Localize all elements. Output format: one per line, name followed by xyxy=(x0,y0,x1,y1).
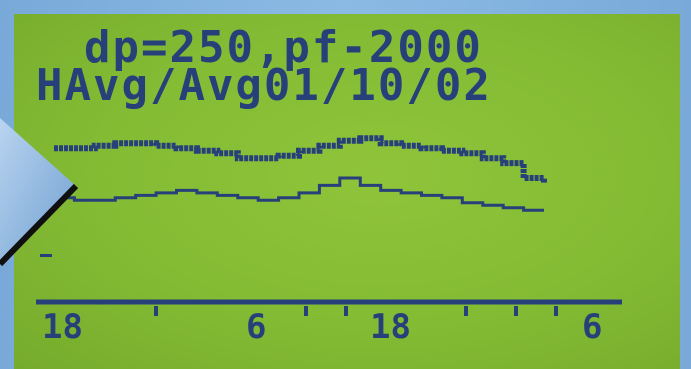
x-tick-label: 6 xyxy=(582,307,603,347)
series-line-1 xyxy=(54,176,544,212)
x-tick-mark xyxy=(344,306,348,316)
trend-chart xyxy=(36,135,622,316)
lcd-screen: dp=250,pf-2000 HAvg/Avg01/10/02 18 6 18 … xyxy=(14,14,680,369)
x-tick-mark xyxy=(514,306,518,316)
x-tick-label: 18 xyxy=(42,307,83,347)
x-tick-mark xyxy=(304,306,308,316)
x-tick-mark xyxy=(154,306,158,316)
x-tick-mark xyxy=(464,306,468,316)
series-layer xyxy=(54,135,547,212)
x-tick-label: 18 xyxy=(370,307,411,347)
low-marker xyxy=(40,254,52,257)
pointer-fill xyxy=(0,118,76,264)
x-tick-mark xyxy=(554,306,558,316)
series-line-0 xyxy=(54,135,547,183)
display-line-1: dp=250,pf-2000 xyxy=(84,22,483,73)
tick-marks xyxy=(154,306,558,316)
pointer-edge xyxy=(0,183,79,267)
display-line-2: HAvg/Avg01/10/02 xyxy=(36,60,492,111)
x-tick-label: 6 xyxy=(246,307,267,347)
